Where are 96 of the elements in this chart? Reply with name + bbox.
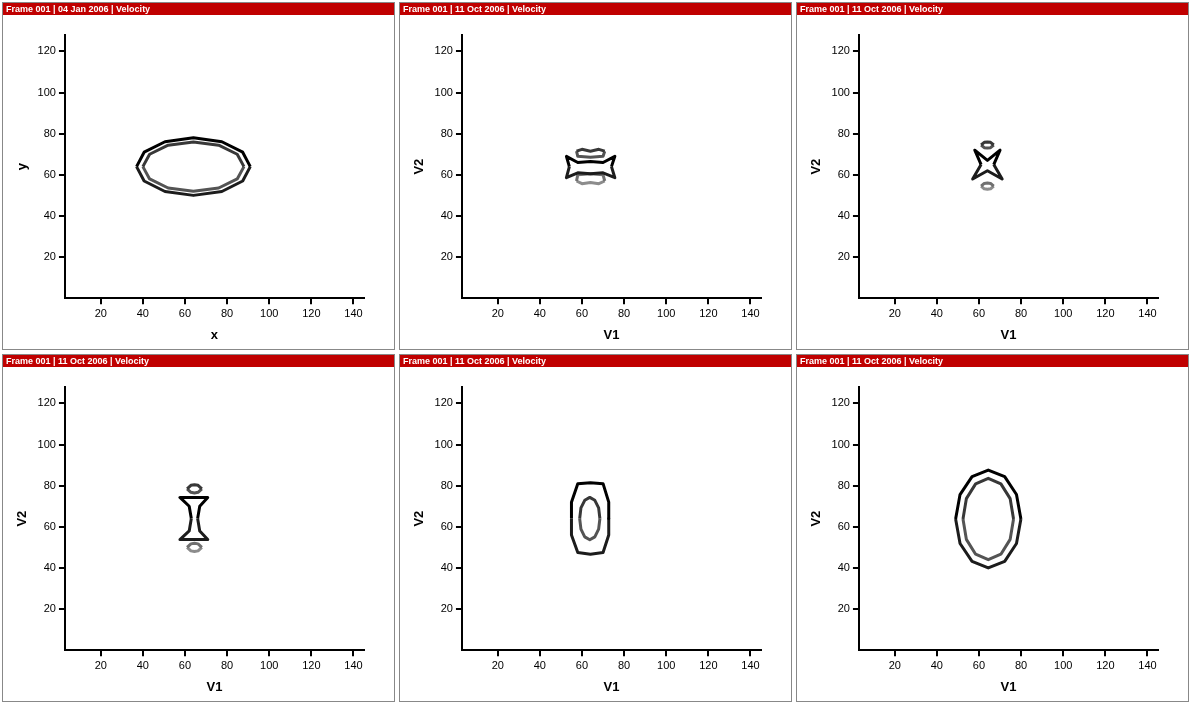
y-tick-label: 60 bbox=[837, 167, 850, 180]
chart-title: Frame 001 | 11 Oct 2006 | Velocity bbox=[400, 3, 791, 15]
y-axis-title: V2 bbox=[411, 158, 427, 175]
x-axis-title: V1 bbox=[1000, 326, 1017, 342]
y-tick-label: 60 bbox=[440, 167, 453, 180]
y-tick-label: 100 bbox=[37, 85, 56, 98]
chart-title: Frame 001 | 11 Oct 2006 | Velocity bbox=[3, 355, 394, 367]
x-tick-label: 60 bbox=[972, 306, 986, 319]
x-tick-label: 60 bbox=[575, 306, 589, 319]
x-tick-label: 60 bbox=[178, 306, 192, 319]
y-tick-label: 120 bbox=[434, 44, 453, 57]
x-tick-label: 100 bbox=[657, 658, 676, 671]
x-tick-label: 120 bbox=[699, 658, 718, 671]
y-tick-label: 80 bbox=[837, 478, 850, 491]
y-tick-label: 100 bbox=[37, 437, 56, 450]
y-tick-label: 80 bbox=[837, 126, 850, 139]
chart-title: Frame 001 | 11 Oct 2006 | Velocity bbox=[797, 355, 1188, 367]
x-tick-label: 40 bbox=[533, 306, 546, 319]
y-axis-title: V2 bbox=[411, 510, 427, 527]
y-tick-label: 100 bbox=[434, 437, 453, 450]
x-tick-label: 80 bbox=[617, 658, 631, 671]
chart-title: Frame 001 | 04 Jan 2006 | Velocity bbox=[3, 3, 394, 15]
y-tick-label: 120 bbox=[831, 396, 850, 409]
y-tick-label: 100 bbox=[831, 437, 850, 450]
x-tick-label: 100 bbox=[657, 306, 676, 319]
x-tick-label: 120 bbox=[1096, 306, 1115, 319]
chart-title: Frame 001 | 11 Oct 2006 | Velocity bbox=[797, 3, 1188, 15]
x-tick-label: 140 bbox=[1138, 658, 1157, 671]
y-tick-label: 80 bbox=[43, 126, 56, 139]
x-tick-label: 80 bbox=[1014, 306, 1028, 319]
x-tick-label: 100 bbox=[260, 658, 279, 671]
x-tick-label: 100 bbox=[1054, 658, 1073, 671]
x-axis-title: V1 bbox=[1000, 678, 1017, 694]
y-tick-label: 100 bbox=[434, 85, 453, 98]
x-axis-title: x bbox=[210, 326, 219, 342]
x-tick-label: 80 bbox=[1014, 658, 1028, 671]
x-tick-label: 40 bbox=[136, 658, 149, 671]
x-tick-label: 20 bbox=[491, 306, 504, 319]
y-tick-label: 20 bbox=[43, 250, 56, 263]
y-tick-label: 40 bbox=[837, 208, 850, 221]
x-axis-title: V1 bbox=[206, 678, 223, 694]
x-tick-label: 140 bbox=[741, 306, 760, 319]
x-tick-label: 20 bbox=[94, 306, 107, 319]
y-tick-label: 20 bbox=[440, 602, 453, 615]
x-tick-label: 60 bbox=[972, 658, 986, 671]
y-tick-label: 60 bbox=[43, 519, 56, 532]
x-tick-label: 100 bbox=[1054, 306, 1073, 319]
y-tick-label: 60 bbox=[837, 519, 850, 532]
x-tick-label: 40 bbox=[930, 658, 943, 671]
y-tick-label: 40 bbox=[440, 208, 453, 221]
y-tick-label: 40 bbox=[837, 560, 850, 573]
x-tick-label: 20 bbox=[888, 658, 901, 671]
y-tick-label: 120 bbox=[37, 44, 56, 57]
x-tick-label: 60 bbox=[575, 658, 589, 671]
y-tick-label: 20 bbox=[837, 250, 850, 263]
x-axis-title: V1 bbox=[603, 678, 620, 694]
y-tick-label: 60 bbox=[43, 167, 56, 180]
x-axis-title: V1 bbox=[603, 326, 620, 342]
y-tick-label: 120 bbox=[831, 44, 850, 57]
y-tick-label: 40 bbox=[43, 560, 56, 573]
x-tick-label: 120 bbox=[302, 658, 321, 671]
y-tick-label: 80 bbox=[440, 126, 453, 139]
x-tick-label: 40 bbox=[136, 306, 149, 319]
y-tick-label: 80 bbox=[440, 478, 453, 491]
x-tick-label: 120 bbox=[302, 306, 321, 319]
x-tick-label: 80 bbox=[220, 658, 234, 671]
y-axis-title: V2 bbox=[808, 510, 824, 527]
x-tick-label: 140 bbox=[1138, 306, 1157, 319]
x-tick-label: 40 bbox=[930, 306, 943, 319]
x-tick-label: 20 bbox=[888, 306, 901, 319]
y-tick-label: 100 bbox=[831, 85, 850, 98]
y-tick-label: 60 bbox=[440, 519, 453, 532]
x-tick-label: 140 bbox=[741, 658, 760, 671]
y-axis-title: y bbox=[14, 162, 30, 171]
chart-title: Frame 001 | 11 Oct 2006 | Velocity bbox=[400, 355, 791, 367]
y-tick-label: 80 bbox=[43, 478, 56, 491]
x-tick-label: 80 bbox=[617, 306, 631, 319]
x-tick-label: 120 bbox=[699, 306, 718, 319]
x-tick-label: 60 bbox=[178, 658, 192, 671]
y-tick-label: 120 bbox=[434, 396, 453, 409]
y-axis-title: V2 bbox=[14, 510, 30, 527]
y-tick-label: 20 bbox=[43, 602, 56, 615]
y-tick-label: 40 bbox=[43, 208, 56, 221]
y-tick-label: 40 bbox=[440, 560, 453, 573]
x-tick-label: 120 bbox=[1096, 658, 1115, 671]
x-tick-label: 140 bbox=[344, 306, 363, 319]
x-tick-label: 80 bbox=[220, 306, 234, 319]
x-tick-label: 20 bbox=[491, 658, 504, 671]
x-tick-label: 100 bbox=[260, 306, 279, 319]
y-tick-label: 120 bbox=[37, 396, 56, 409]
y-axis-title: V2 bbox=[808, 158, 824, 175]
y-tick-label: 20 bbox=[440, 250, 453, 263]
x-tick-label: 140 bbox=[344, 658, 363, 671]
x-tick-label: 20 bbox=[94, 658, 107, 671]
x-tick-label: 40 bbox=[533, 658, 546, 671]
y-tick-label: 20 bbox=[837, 602, 850, 615]
